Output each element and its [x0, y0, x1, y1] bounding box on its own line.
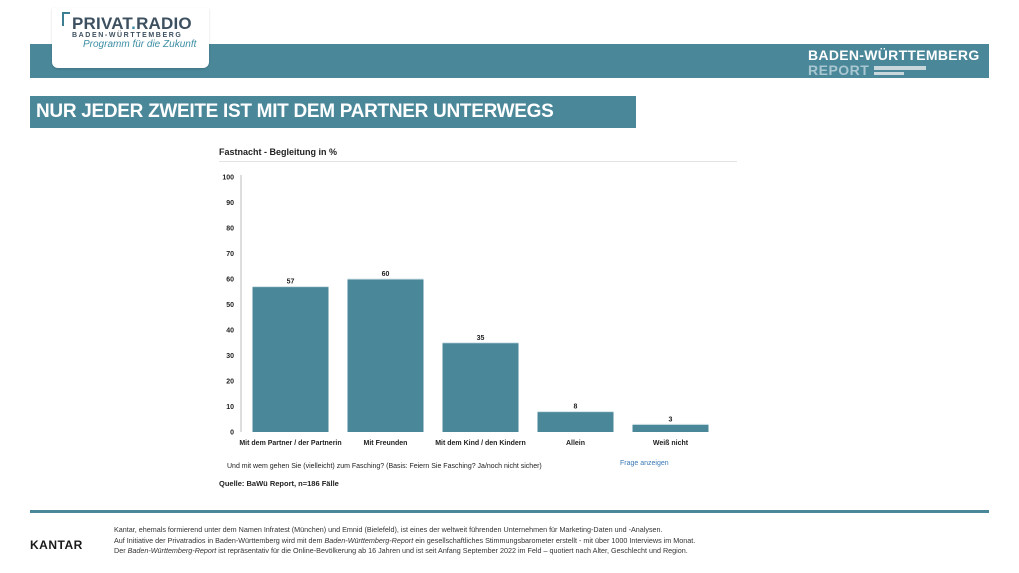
category-label-4: Weiß nicht — [653, 440, 689, 447]
chart-title: Fastnacht - Begleitung in % — [219, 147, 338, 157]
data-label-2: 35 — [477, 335, 485, 342]
y-tick-label: 10 — [226, 404, 234, 411]
y-tick-label: 30 — [226, 353, 234, 360]
data-label-1: 60 — [382, 271, 390, 278]
y-tick-label: 90 — [226, 200, 234, 207]
frage-anzeigen-link[interactable]: Frage anzeigen — [620, 460, 669, 467]
y-tick-label: 80 — [226, 226, 234, 233]
bar-2 — [442, 342, 519, 432]
source-note: Quelle: BaWü Report, n=186 Fälle — [219, 479, 339, 488]
y-tick-label: 0 — [230, 430, 234, 437]
y-tick-label: 40 — [226, 328, 234, 335]
privat-radio-logo[interactable]: PRIVAT.RADIO BADEN-WÜRTTEMBERG Programm … — [52, 8, 209, 68]
y-tick-label: 50 — [226, 302, 234, 309]
kantar-logo: KANTAR — [30, 538, 83, 552]
y-tick-label: 100 — [222, 175, 234, 182]
data-label-3: 8 — [574, 404, 578, 411]
headline-box: NUR JEDER ZWEITE IST MIT DEM PARTNER UNT… — [30, 96, 636, 128]
report-brand-bar-small — [874, 72, 904, 75]
category-label-0: Mit dem Partner / der Partnerin — [239, 440, 341, 447]
bar-1 — [347, 279, 424, 432]
report-brand-logo: BADEN-WÜRTTEMBERG REPORT — [808, 47, 983, 78]
bar-0 — [252, 286, 329, 432]
footer-line-1: Kantar, ehemals formierend unter dem Nam… — [114, 525, 663, 534]
logo-tagline: Programm für die Zukunft — [83, 39, 197, 50]
y-tick-label: 70 — [226, 251, 234, 258]
report-brand-line1: BADEN-WÜRTTEMBERG — [808, 47, 980, 63]
category-label-2: Mit dem Kind / den Kindern — [435, 440, 526, 447]
footer-rule — [30, 510, 989, 513]
page-headline: NUR JEDER ZWEITE IST MIT DEM PARTNER UNT… — [36, 101, 554, 122]
report-brand-line2: REPORT — [808, 62, 870, 78]
footer-line-3: Der Baden-Württemberg-Report ist repräse… — [114, 546, 688, 555]
report-brand-bar — [874, 66, 926, 70]
data-label-4: 3 — [669, 416, 673, 423]
y-tick-label: 20 — [226, 379, 234, 386]
chart-title-rule — [219, 161, 737, 162]
bar-4 — [632, 424, 709, 432]
data-label-0: 57 — [287, 279, 295, 286]
bar-3 — [537, 411, 614, 432]
footer-text: Kantar, ehemals formierend unter dem Nam… — [114, 525, 984, 557]
category-label-1: Mit Freunden — [364, 440, 408, 447]
logo-title: PRIVAT.RADIO — [72, 14, 192, 33]
footer-line-2: Auf Initiative der Privatradios in Baden… — [114, 535, 696, 545]
question-text: Und mit wem gehen Sie (vielleicht) zum F… — [227, 463, 542, 470]
y-tick-label: 60 — [226, 277, 234, 284]
logo-subtitle: BADEN-WÜRTTEMBERG — [72, 32, 183, 39]
logo-bracket-icon — [62, 12, 70, 26]
category-label-3: Allein — [566, 440, 585, 447]
